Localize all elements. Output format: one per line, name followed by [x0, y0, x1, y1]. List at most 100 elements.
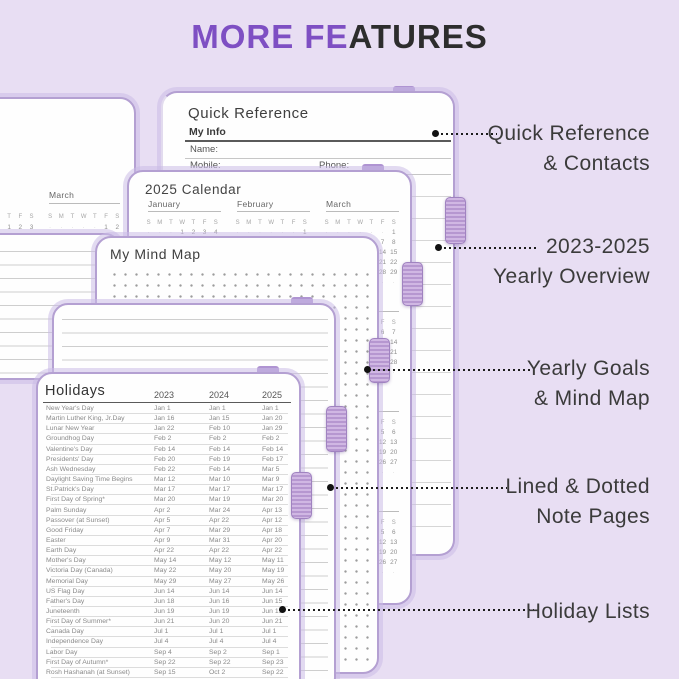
- month-rule: [326, 211, 399, 212]
- holiday-name: Groundhog Day: [46, 435, 94, 443]
- holiday-date: Jan 1: [154, 405, 171, 412]
- table-row: Earth Day Apr 22 Apr 22 Apr 22: [38, 546, 299, 557]
- holiday-date: Jun 14: [154, 587, 175, 595]
- holiday-date: Feb 14: [209, 465, 231, 473]
- table-row: Ash Wednesday Feb 22 Feb 14 Mar 5: [38, 465, 299, 476]
- calendar-day-header: S: [302, 220, 307, 226]
- holiday-name: Juneteenth: [46, 608, 80, 615]
- calendar-day-header: W: [80, 214, 87, 220]
- holiday-date: Sep 1: [262, 648, 280, 656]
- name-field-line: [185, 157, 451, 159]
- holiday-date: Feb 2: [209, 435, 227, 443]
- row-separator: [51, 413, 288, 415]
- row-separator: [51, 555, 288, 557]
- holiday-date: Sep 4: [154, 648, 172, 656]
- calendar-day-cell: ·: [82, 224, 85, 231]
- holiday-date: Jan 15: [209, 415, 230, 423]
- calendar-day-cell: 12: [378, 539, 387, 546]
- calendar-day-cell: 1: [302, 229, 307, 236]
- calendar-day-cell: 1: [180, 229, 184, 236]
- page-2024-calendar: T F S 1 2 3 March S M T W T F S · · · · · 1 2: [0, 97, 136, 240]
- holiday-date: Jun 19: [262, 608, 283, 615]
- holiday-name: Passover (at Sunset): [46, 516, 110, 524]
- holiday-date: May 12: [209, 557, 232, 565]
- calendar-day-header: T: [280, 220, 285, 226]
- holiday-date: May 14: [154, 557, 177, 565]
- row-separator: [51, 474, 288, 476]
- holiday-name: Memorial Day: [46, 577, 88, 585]
- page-title-rest: ATURES: [348, 18, 488, 55]
- calendar-day-cell: 14: [390, 339, 398, 346]
- holiday-name: Rosh Hashanah (at Sunset): [46, 668, 130, 676]
- calendar-day-cell: 27: [390, 459, 398, 466]
- holiday-date: Apr 22: [154, 547, 175, 555]
- holiday-date: May 22: [154, 567, 177, 575]
- calendar-day-cell: 19: [378, 549, 387, 556]
- table-row: Independence Day Jul 4 Jul 4 Jul 4: [38, 637, 299, 648]
- holiday-date: Apr 13: [262, 506, 283, 514]
- callout-dot-holiday-lists: [279, 606, 286, 613]
- annotation-line: Yearly Overview: [493, 265, 650, 288]
- holiday-date: Jun 21: [262, 618, 283, 626]
- holiday-date: Jul 1: [262, 628, 277, 636]
- holiday-date: Mar 17: [262, 486, 284, 494]
- annotation-holiday-lists: Holiday Lists: [526, 597, 650, 627]
- holiday-date: Feb 19: [209, 455, 231, 463]
- section-rule: [185, 140, 451, 142]
- calendar-day-header: F: [380, 520, 385, 526]
- row-separator: [51, 423, 288, 425]
- holiday-date: Apr 22: [209, 516, 230, 524]
- phone-field-label: Phone:: [319, 160, 350, 171]
- row-separator: [51, 534, 288, 536]
- row-separator: [51, 605, 288, 607]
- calendar-day-header: T: [369, 220, 374, 226]
- calendar-day-cell: 28: [390, 359, 398, 366]
- row-separator: [51, 585, 288, 587]
- calendar-day-header: F: [380, 320, 385, 326]
- annotation-line: Holiday Lists: [525, 600, 650, 623]
- calendar-day-cell: 2: [18, 224, 23, 231]
- holiday-date: Feb 20: [154, 455, 176, 463]
- row-separator: [51, 504, 288, 506]
- holiday-date: Mar 17: [209, 486, 231, 494]
- holiday-name: Father's Day: [46, 597, 85, 605]
- calendar-day-header: T: [7, 214, 11, 220]
- calendar-day-cell: ·: [359, 229, 362, 236]
- holiday-date: Jan 1: [209, 405, 226, 412]
- table-row: Father's Day Jun 18 Jun 16 Jun 15: [38, 597, 299, 607]
- calendar-day-cell: 28: [378, 269, 387, 276]
- month-label: January: [148, 199, 181, 209]
- calendar-day-header: F: [291, 220, 296, 226]
- holiday-date: Jul 4: [262, 638, 277, 646]
- holiday-date: Jan 29: [262, 425, 283, 433]
- holiday-date: Apr 12: [262, 516, 283, 524]
- holidays-table: New Year's Day Jan 1 Jan 1 Jan 1 Martin Luth…: [38, 374, 299, 679]
- holiday-date: Jun 21: [154, 618, 175, 626]
- calendar-day-cell: ·: [392, 369, 395, 376]
- holiday-date: Mar 31: [209, 536, 231, 544]
- calendar-day-cell: ·: [71, 224, 74, 231]
- calendar-day-cell: ·: [381, 469, 384, 476]
- page-title-accent: MORE FE: [191, 18, 349, 55]
- holiday-name: Lunar New Year: [46, 425, 95, 433]
- holiday-date: May 29: [154, 577, 177, 585]
- row-separator: [51, 656, 288, 658]
- calendar-day-header: W: [357, 220, 363, 226]
- callout-connector-holiday-lists: [288, 608, 534, 611]
- table-row: First Day of Spring* Mar 20 Mar 19 Mar 20: [38, 495, 299, 506]
- callout-dot-mind-map: [364, 366, 371, 373]
- calendar-day-header: S: [48, 214, 53, 220]
- calendar-day-cell: 1: [104, 224, 108, 231]
- holiday-date: Sep 2: [209, 648, 227, 656]
- holiday-name: Canada Day: [46, 628, 84, 636]
- calendar-day-cell: ·: [281, 229, 284, 236]
- calendar-2025-title: 2025 Calendar: [145, 182, 242, 197]
- calendar-day-cell: 27: [390, 559, 398, 566]
- calendar-day-cell: 22: [390, 259, 398, 266]
- annotation-mind-map: Yearly Goals & Mind Map: [527, 354, 650, 414]
- calendar-day-cell: ·: [49, 224, 52, 231]
- row-separator: [51, 565, 288, 567]
- holiday-date: Sep 22: [154, 658, 176, 666]
